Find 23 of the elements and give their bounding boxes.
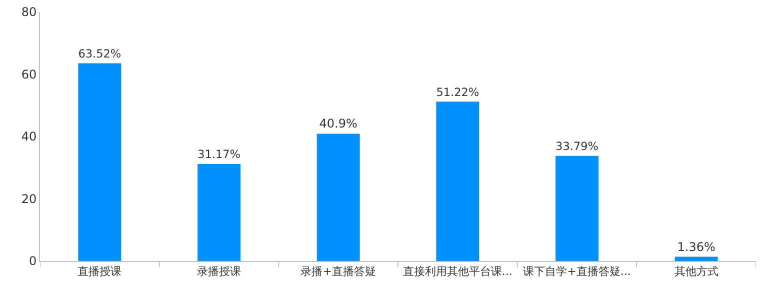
x-tick-label: 直播授课 xyxy=(78,265,122,278)
y-tick-label: 80 xyxy=(21,5,37,20)
bar xyxy=(198,164,240,261)
bar xyxy=(316,134,360,261)
data-label: 31.17% xyxy=(198,148,241,162)
bar xyxy=(436,102,480,261)
data-label: 40.9% xyxy=(319,116,358,131)
data-label: 51.22% xyxy=(436,86,480,99)
y-tick-label: 0 xyxy=(28,254,37,268)
y-tick-label: 40 xyxy=(21,130,37,144)
x-tick-label: 录播授课 xyxy=(197,265,241,278)
x-tick-label: 直接利用其他平台课... xyxy=(402,265,512,278)
x-tick-label: 其他方式 xyxy=(674,265,718,278)
x-tick-label: 课下自学+直播答疑... xyxy=(523,265,631,278)
data-label: 33.79% xyxy=(556,140,599,154)
bar xyxy=(556,156,598,261)
y-tick-label: 60 xyxy=(21,67,37,82)
data-label: 63.52% xyxy=(78,47,122,60)
y-tick-label: 20 xyxy=(21,192,37,206)
bar xyxy=(78,63,122,261)
bar xyxy=(674,256,718,261)
x-tick-label: 录播+直播答疑 xyxy=(300,265,376,278)
data-label: 1.36% xyxy=(677,240,716,254)
